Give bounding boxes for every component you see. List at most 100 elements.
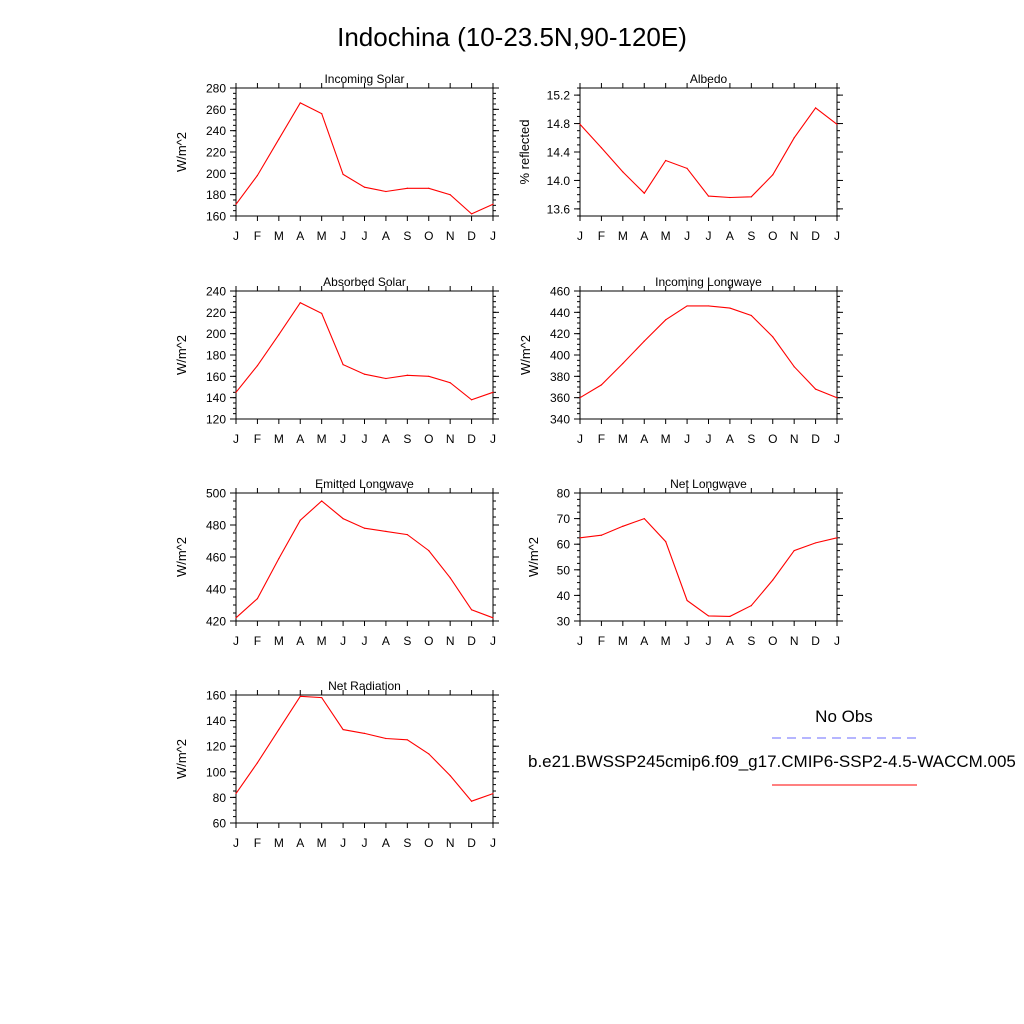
data-point [235,617,237,619]
data-point [622,362,624,365]
data-point [363,373,366,375]
x-tick-label: J [490,229,496,243]
y-axis-label: W/m^2 [174,537,189,577]
data-point [299,695,301,697]
plot-frame [235,492,494,622]
data-point [814,542,817,544]
x-tick-label: J [490,432,496,446]
data-point [600,147,603,149]
data-point [278,728,280,731]
y-tick-label: 380 [550,370,570,384]
panel-title: Absorbed Solar [323,275,406,289]
data-point [729,196,731,199]
data-point [836,537,838,539]
y-tick-label: 160 [206,370,226,384]
data-point [793,366,795,368]
panel-title: Emitted Longwave [315,477,414,491]
y-tick-label: 14.8 [547,117,571,131]
y-tick-label: 14.4 [547,146,571,160]
data-point [256,762,259,764]
x-tick-label: M [274,836,284,850]
x-tick-label: J [706,634,712,648]
legend: No Obs b.e21.BWSSP245cmip6.f09_g17.CMIP6… [528,707,1016,786]
x-tick-label: F [598,634,605,648]
plot-frame [579,492,838,622]
x-tick-label: D [467,432,476,446]
plot-frame [235,694,494,824]
x-tick-label: M [317,229,327,243]
data-point [707,305,710,307]
x-tick-label: O [424,634,433,648]
x-tick-label: J [577,634,583,648]
y-axis-label: W/m^2 [174,739,189,779]
data-point [643,192,645,194]
x-tick-label: F [598,432,605,446]
y-tick-label: 120 [206,740,226,754]
data-point [406,739,408,741]
x-tick-label: J [340,634,346,648]
data-point [492,792,494,795]
x-tick-label: J [340,229,346,243]
data-point [772,336,774,338]
x-tick-label: J [834,229,840,243]
y-tick-label: 50 [557,563,571,577]
series-line [235,695,494,802]
x-tick-label: O [768,229,777,243]
data-point [579,397,581,399]
y-tick-label: 180 [206,188,226,202]
data-point [363,527,366,529]
x-tick-label: O [768,432,777,446]
y-tick-label: 260 [206,103,226,117]
data-point [321,500,323,502]
x-tick-label: J [834,634,840,648]
panel-title: Net Longwave [670,477,747,491]
x-tick-label: N [446,432,455,446]
plot-frame [579,290,838,420]
data-point [600,384,603,386]
y-tick-label: 460 [550,285,570,299]
x-tick-label: A [726,229,734,243]
y-tick-label: 420 [550,327,570,341]
x-tick-label: M [274,229,284,243]
x-tick-label: A [296,229,304,243]
y-tick-label: 140 [206,714,226,728]
data-point [385,737,387,740]
x-tick-label: M [317,634,327,648]
x-tick-label: F [254,432,261,446]
x-tick-label: M [274,432,284,446]
data-point [772,579,774,581]
data-point [750,605,752,607]
data-point [686,305,688,307]
data-point [836,123,838,125]
y-tick-label: 280 [206,82,226,96]
y-tick-label: 60 [213,817,227,831]
y-tick-label: 200 [206,167,226,181]
y-tick-label: 13.6 [547,202,571,216]
data-point [579,537,581,539]
plot-frame [579,87,838,217]
data-point [470,609,473,611]
x-tick-label: A [382,229,390,243]
data-point [406,374,408,376]
x-tick-label: S [403,634,411,648]
y-tick-label: 360 [550,391,570,405]
data-point [278,558,280,560]
x-tick-label: J [340,432,346,446]
x-tick-label: F [254,836,261,850]
data-point [772,174,774,176]
x-tick-label: M [661,634,671,648]
x-tick-label: J [684,432,690,446]
series-line [235,301,494,401]
data-point [278,138,280,140]
x-tick-label: D [467,836,476,850]
data-point [814,107,817,109]
data-point [428,187,430,189]
y-tick-label: 200 [206,327,226,341]
data-point [342,518,344,520]
x-tick-label: A [726,634,734,648]
x-tick-label: J [577,229,583,243]
x-tick-label: J [362,836,368,850]
data-point [729,307,731,309]
x-tick-label: A [296,634,304,648]
x-tick-label: J [362,229,368,243]
